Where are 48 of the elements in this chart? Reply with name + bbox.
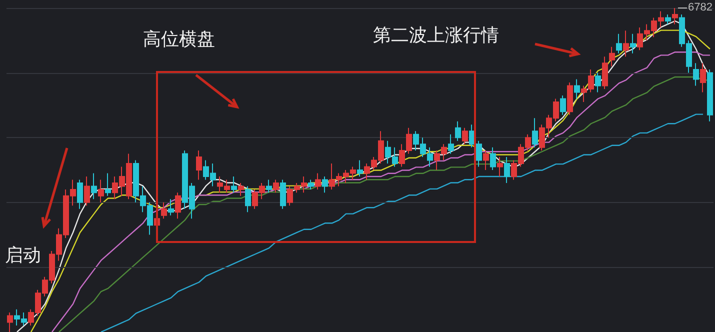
candlestick [574,78,580,100]
candlestick [77,179,83,210]
candlestick [665,14,671,25]
candlestick [595,72,601,93]
candlestick [238,182,244,196]
candlestick [469,124,475,148]
candlestick [707,69,713,122]
candlestick [7,312,13,332]
candlestick [161,202,167,220]
annotation: 6782 [688,2,712,14]
candlestick [623,30,629,58]
candlestick [322,176,328,194]
candlestick [448,134,454,154]
annotation: 第二波上涨行情 [373,25,499,45]
candlestick [231,176,237,194]
candlestick [483,150,489,170]
candlestick [693,62,699,86]
candlestick [280,179,286,210]
candlestick [315,172,321,190]
candlestick [84,176,90,206]
candlestick [175,192,181,220]
candlestick [266,179,272,194]
candlestick [602,56,608,90]
candlestick [700,62,706,93]
candlestick [567,82,573,116]
candlestick [672,8,678,25]
candlestick [455,120,461,142]
candlestick [609,46,615,67]
candlestick [560,94,566,116]
candlestick [504,156,510,184]
candlestick [630,33,636,54]
candlestick [105,172,111,196]
candlestick [308,179,314,190]
candlestick [532,118,538,148]
annotation: 高位横盘 [143,29,215,49]
annotation: 启动 [5,245,41,265]
candlestick [196,150,202,180]
candlestick [91,172,97,200]
candlestick [616,33,622,54]
candlestick [98,179,104,203]
candlestick [476,140,482,168]
candlestick [497,156,503,177]
candlestick [462,127,468,145]
candlestick [168,198,174,216]
candlestick [490,146,496,170]
candlestick [273,179,279,194]
candlestick [245,186,251,213]
candlestick [357,160,363,177]
